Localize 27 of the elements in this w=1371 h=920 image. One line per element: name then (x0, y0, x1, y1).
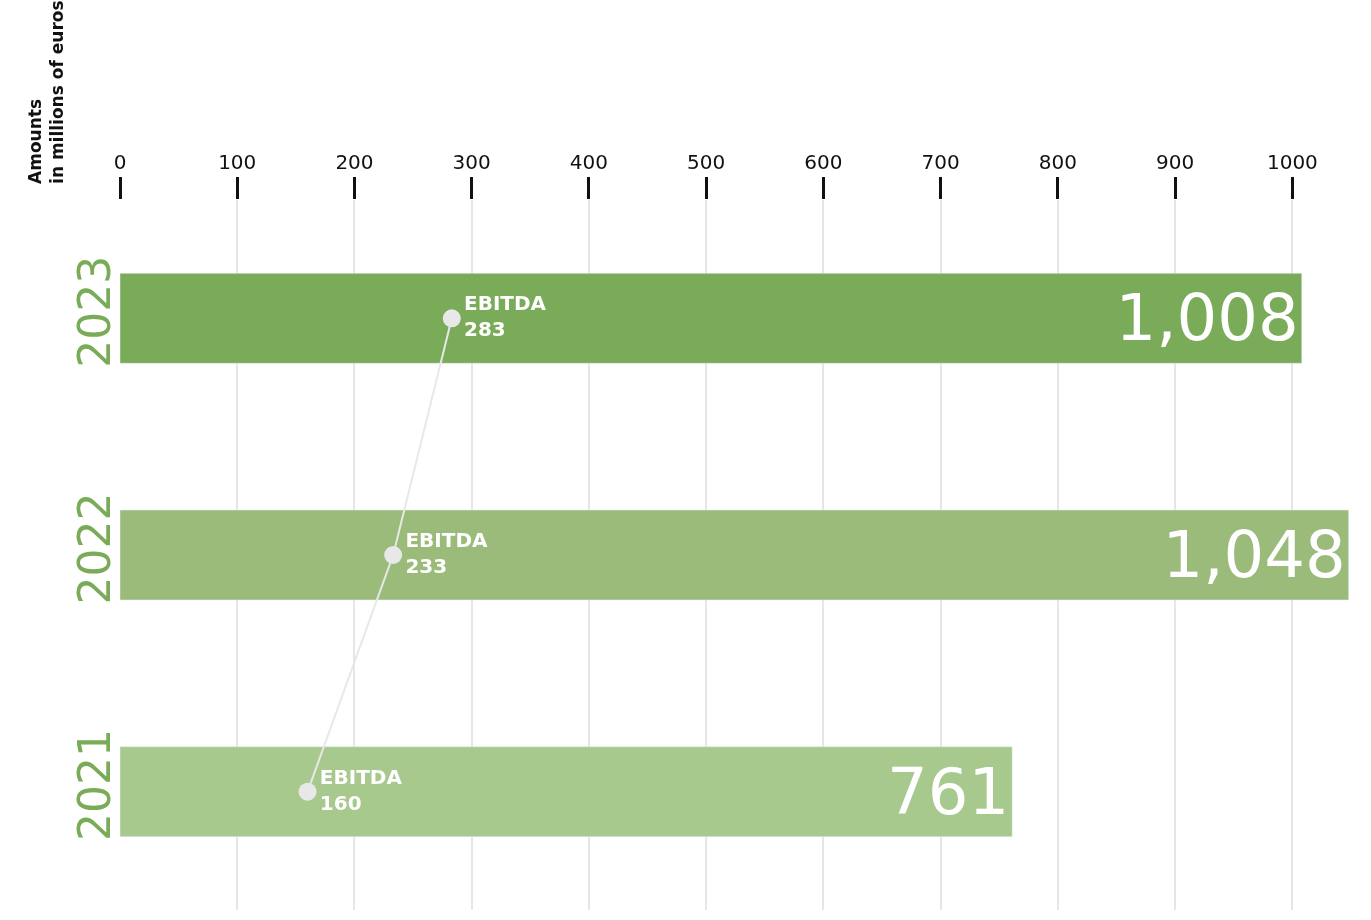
x-tick-label: 500 (687, 150, 726, 174)
bar (120, 746, 1013, 837)
x-tick-label: 0 (113, 150, 127, 174)
data-label: 160 (319, 790, 362, 815)
data-label: 233 (405, 554, 448, 578)
x-tick-label: 800 (1038, 150, 1077, 174)
x-tick-label: 1000 (1266, 150, 1318, 174)
x-tick-label: 300 (452, 150, 491, 174)
x-tick-label: 200 (335, 150, 374, 174)
y-axis-title: Amounts in millions of euros (25, 0, 68, 184)
data-label: 1,008 (1115, 281, 1299, 356)
data-label: 1,048 (1162, 518, 1346, 592)
bar (120, 273, 1303, 364)
y-tick-label: 2022 (69, 492, 121, 605)
data-label: 283 (464, 317, 506, 342)
y-tick-label: 2021 (69, 729, 121, 842)
x-tick-label: 700 (921, 150, 960, 174)
bar (120, 509, 1349, 601)
x-tick-label: 100 (218, 150, 257, 174)
data-label: 761 (887, 754, 1010, 829)
text: EBITDA (464, 291, 547, 316)
x-tick-label: 600 (804, 150, 843, 174)
x-tick-label: 400 (569, 150, 609, 174)
series-label: EBITDA (319, 764, 403, 789)
y-tick-label: 2023 (69, 255, 121, 368)
x-tick-label: 900 (1156, 150, 1195, 174)
text: EBITDA (405, 528, 488, 552)
